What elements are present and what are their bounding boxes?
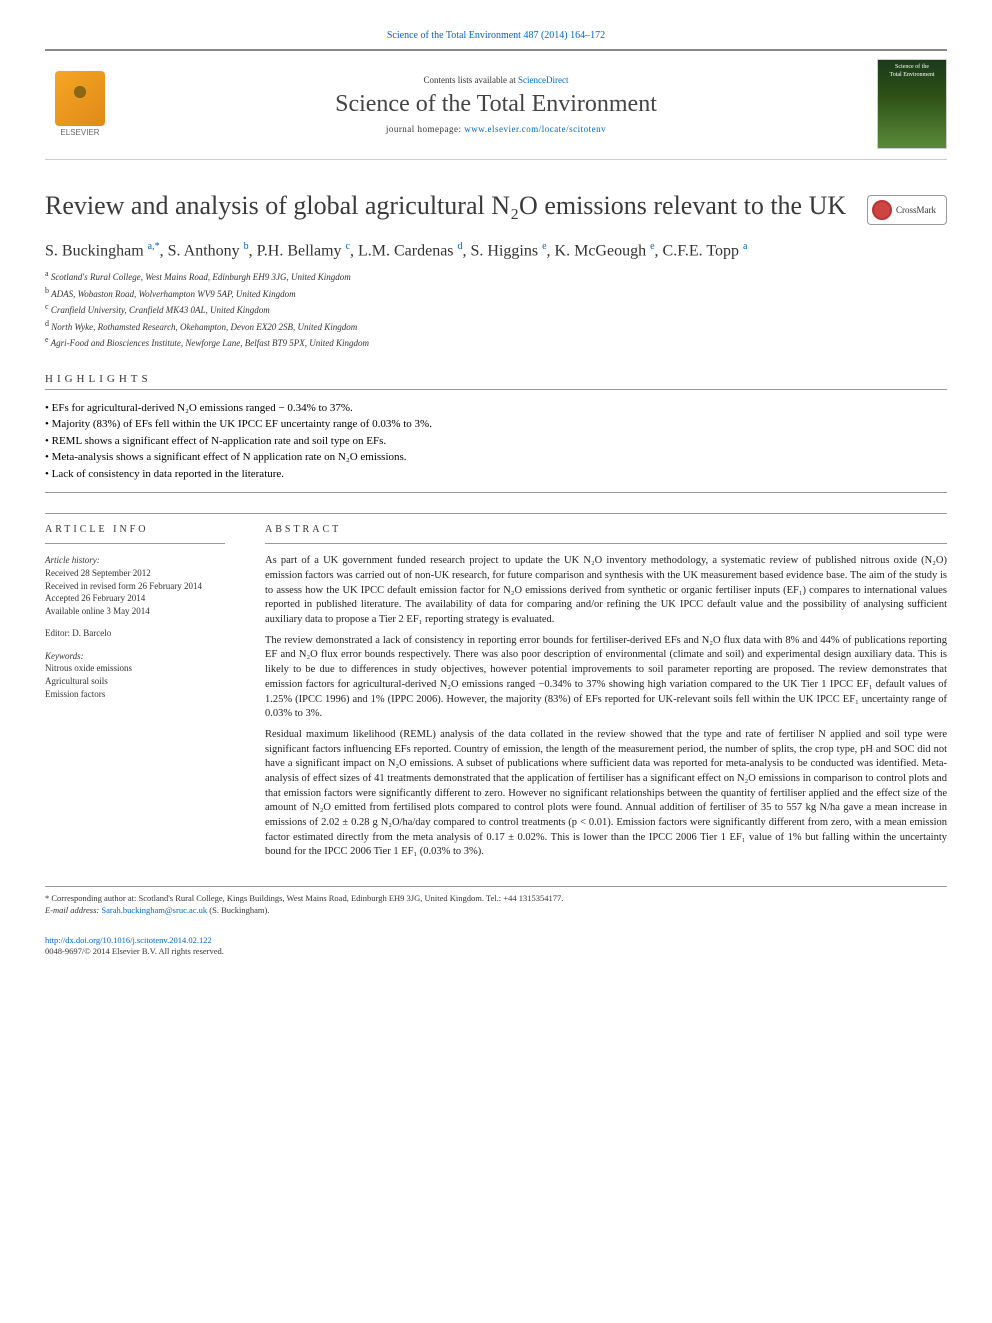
- crossmark-icon: [872, 200, 892, 220]
- article-head: Review and analysis of global agricultur…: [45, 190, 947, 225]
- homepage-prefix: journal homepage:: [386, 124, 464, 134]
- keyword-item: Agricultural soils: [45, 675, 225, 688]
- contents-prefix: Contents lists available at: [424, 75, 518, 85]
- highlights-rule-bottom: [45, 492, 947, 493]
- abstract-paragraph: As part of a UK government funded resear…: [265, 554, 947, 627]
- keyword-item: Nitrous oxide emissions: [45, 662, 225, 675]
- elsevier-label: ELSEVIER: [60, 128, 99, 137]
- highlight-item: Lack of consistency in data reported in …: [45, 466, 947, 483]
- affiliation-item: c Cranfield University, Cranfield MK43 0…: [45, 301, 947, 318]
- elsevier-logo: ELSEVIER: [45, 64, 115, 144]
- highlights-list: EFs for agricultural-derived N₂O emissio…: [45, 400, 947, 483]
- highlights-rule: [45, 389, 947, 390]
- header-citation[interactable]: Science of the Total Environment 487 (20…: [45, 30, 947, 41]
- abstract-column: ABSTRACT As part of a UK government fund…: [245, 524, 947, 866]
- doi-block: http://dx.doi.org/10.1016/j.scitotenv.20…: [45, 935, 947, 957]
- abstract-paragraph: Residual maximum likelihood (REML) analy…: [265, 728, 947, 860]
- abstract-rule: [265, 543, 947, 544]
- history-label: Article history:: [45, 554, 225, 567]
- highlights-heading: HIGHLIGHTS: [45, 373, 947, 385]
- footer-rule: [45, 886, 947, 887]
- keywords-list: Nitrous oxide emissionsAgricultural soil…: [45, 662, 225, 700]
- info-rule: [45, 543, 225, 544]
- highlight-item: EFs for agricultural-derived N₂O emissio…: [45, 400, 947, 417]
- highlight-item: Majority (83%) of EFs fell within the UK…: [45, 416, 947, 433]
- affiliation-item: e Agri-Food and Biosciences Institute, N…: [45, 334, 947, 351]
- highlight-item: Meta-analysis shows a significant effect…: [45, 449, 947, 466]
- history-accepted: Accepted 26 February 2014: [45, 592, 225, 605]
- page-container: Science of the Total Environment 487 (20…: [0, 0, 992, 997]
- homepage-url[interactable]: www.elsevier.com/locate/scitotenv: [464, 124, 606, 134]
- abstract-paragraph: The review demonstrated a lack of consis…: [265, 634, 947, 722]
- keywords-block: Keywords: Nitrous oxide emissionsAgricul…: [45, 650, 225, 700]
- affiliations-block: a Scotland's Rural College, West Mains R…: [45, 268, 947, 351]
- affiliation-item: d North Wyke, Rothamsted Research, Okeha…: [45, 318, 947, 335]
- article-history-block: Article history: Received 28 September 2…: [45, 554, 225, 617]
- email-link[interactable]: Sarah.buckingham@sruc.ac.uk: [101, 905, 207, 915]
- article-info-heading: ARTICLE INFO: [45, 524, 225, 535]
- masthead-bar: ELSEVIER Contents lists available at Sci…: [45, 49, 947, 160]
- keyword-item: Emission factors: [45, 688, 225, 701]
- editor-block: Editor: D. Barcelo: [45, 627, 225, 640]
- cover-label-1: Science of the: [878, 64, 946, 70]
- abstract-text: As part of a UK government funded resear…: [265, 554, 947, 860]
- doi-link[interactable]: http://dx.doi.org/10.1016/j.scitotenv.20…: [45, 935, 947, 946]
- email-label: E-mail address:: [45, 905, 101, 915]
- affiliation-item: a Scotland's Rural College, West Mains R…: [45, 268, 947, 285]
- history-received: Received 28 September 2012: [45, 567, 225, 580]
- article-info-column: ARTICLE INFO Article history: Received 2…: [45, 524, 245, 866]
- crossmark-label: CrossMark: [896, 205, 936, 215]
- history-online: Available online 3 May 2014: [45, 605, 225, 618]
- highlight-item: REML shows a significant effect of N-app…: [45, 433, 947, 450]
- authors-line: S. Buckingham a,*, S. Anthony b, P.H. Be…: [45, 241, 947, 260]
- elsevier-tree-icon: [55, 71, 105, 126]
- homepage-line: journal homepage: www.elsevier.com/locat…: [130, 124, 862, 134]
- footnote-text: Corresponding author at: Scotland's Rura…: [51, 893, 563, 903]
- contents-line: Contents lists available at ScienceDirec…: [130, 75, 862, 85]
- crossmark-badge[interactable]: CrossMark: [867, 195, 947, 225]
- article-title: Review and analysis of global agricultur…: [45, 190, 852, 223]
- sciencedirect-link[interactable]: ScienceDirect: [518, 75, 568, 85]
- issn-copyright: 0048-9697/© 2014 Elsevier B.V. All right…: [45, 946, 947, 957]
- journal-cover-thumbnail: Science of the Total Environment: [877, 59, 947, 149]
- masthead-center: Contents lists available at ScienceDirec…: [130, 75, 862, 134]
- history-revised: Received in revised form 26 February 201…: [45, 580, 225, 593]
- affiliation-item: b ADAS, Wobaston Road, Wolverhampton WV9…: [45, 285, 947, 302]
- abstract-heading: ABSTRACT: [265, 524, 947, 535]
- corresponding-author-footnote: * Corresponding author at: Scotland's Ru…: [45, 893, 947, 917]
- keywords-label: Keywords:: [45, 650, 225, 663]
- email-suffix: (S. Buckingham).: [207, 905, 269, 915]
- cover-label-2: Total Environment: [878, 72, 946, 78]
- journal-title: Science of the Total Environment: [130, 91, 862, 118]
- info-abstract-row: ARTICLE INFO Article history: Received 2…: [45, 513, 947, 866]
